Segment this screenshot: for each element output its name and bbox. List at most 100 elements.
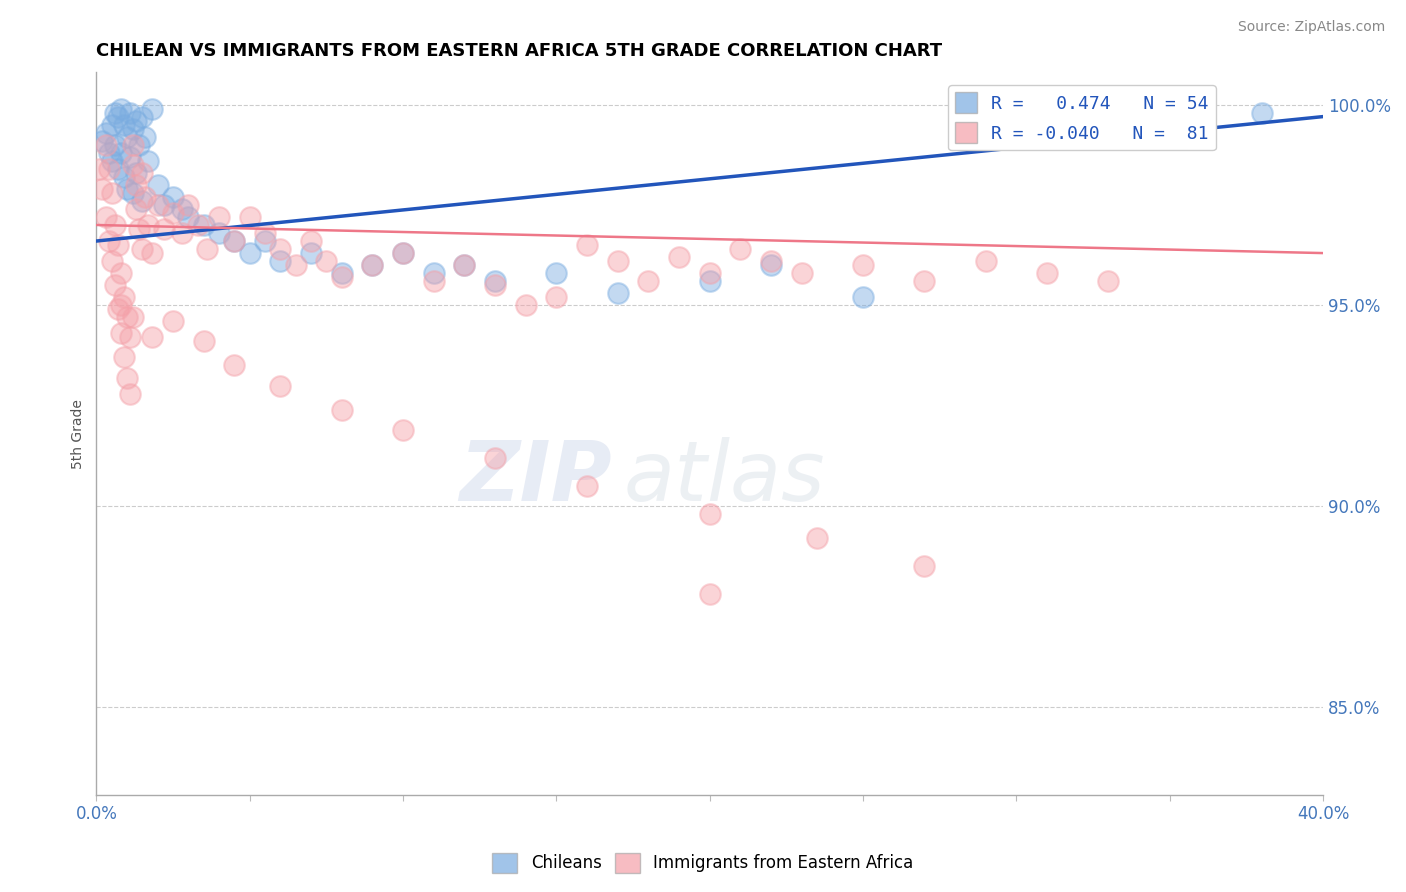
Point [269, 378, 291, 392]
Point [112, 290, 135, 304]
Point [107, 110, 129, 124]
Point [239, 210, 262, 224]
Point [89, 161, 111, 176]
Point [224, 234, 246, 248]
Point [269, 254, 291, 268]
Point [699, 266, 721, 280]
Point [97, 145, 120, 160]
Point [120, 330, 142, 344]
Point [224, 359, 246, 373]
Point [224, 234, 246, 248]
Point [330, 266, 353, 280]
Point [284, 258, 307, 272]
Point [576, 479, 599, 493]
Point [759, 258, 782, 272]
Point [1097, 102, 1119, 116]
Point [330, 402, 353, 417]
Text: ZIP: ZIP [458, 436, 612, 517]
Point [115, 310, 138, 325]
Point [138, 218, 160, 232]
Point [104, 137, 127, 152]
Point [146, 178, 169, 192]
Point [107, 161, 129, 176]
Point [162, 314, 184, 328]
Point [125, 202, 148, 216]
Point [453, 258, 475, 272]
Point [484, 274, 506, 288]
Point [546, 266, 568, 280]
Point [104, 105, 127, 120]
Point [759, 254, 782, 268]
Point [115, 129, 138, 144]
Point [107, 238, 129, 252]
Point [392, 246, 415, 260]
Y-axis label: 5th Grade: 5th Grade [72, 399, 86, 468]
Point [128, 222, 150, 236]
Text: Source: ZipAtlas.com: Source: ZipAtlas.com [1237, 20, 1385, 34]
Point [153, 198, 176, 212]
Point [141, 246, 163, 260]
Point [239, 246, 262, 260]
Point [193, 334, 215, 349]
Point [546, 290, 568, 304]
Point [122, 158, 145, 172]
Point [699, 587, 721, 601]
Point [122, 121, 145, 136]
Point [912, 274, 935, 288]
Point [974, 254, 997, 268]
Point [299, 234, 322, 248]
Point [120, 386, 142, 401]
Point [104, 218, 127, 232]
Point [392, 246, 415, 260]
Point [94, 126, 117, 140]
Point [122, 186, 145, 200]
Point [125, 113, 148, 128]
Point [361, 258, 384, 272]
Point [115, 370, 138, 384]
Point [254, 226, 277, 240]
Point [134, 190, 156, 204]
Point [100, 153, 122, 168]
Point [195, 242, 218, 256]
Point [299, 246, 322, 260]
Point [112, 118, 135, 132]
Point [110, 326, 132, 341]
Point [606, 286, 628, 301]
Point [576, 238, 599, 252]
Point [453, 258, 475, 272]
Point [141, 330, 163, 344]
Point [484, 278, 506, 293]
Point [110, 102, 132, 116]
Point [315, 254, 337, 268]
Point [1174, 110, 1197, 124]
Point [806, 531, 828, 545]
Point [112, 351, 135, 365]
Point [146, 198, 169, 212]
Point [110, 298, 132, 312]
Point [392, 423, 415, 437]
Point [100, 254, 122, 268]
Legend: R =   0.474   N = 54, R = -0.040   N =  81: R = 0.474 N = 54, R = -0.040 N = 81 [948, 85, 1216, 150]
Point [177, 210, 200, 224]
Point [91, 182, 114, 196]
Point [361, 258, 384, 272]
Point [125, 166, 148, 180]
Point [131, 242, 153, 256]
Point [422, 266, 444, 280]
Point [107, 302, 129, 317]
Text: atlas: atlas [624, 436, 825, 517]
Point [134, 129, 156, 144]
Point [422, 274, 444, 288]
Point [100, 186, 122, 200]
Point [1036, 105, 1059, 120]
Point [172, 226, 194, 240]
Point [187, 218, 209, 232]
Point [730, 242, 752, 256]
Point [110, 145, 132, 160]
Text: CHILEAN VS IMMIGRANTS FROM EASTERN AFRICA 5TH GRADE CORRELATION CHART: CHILEAN VS IMMIGRANTS FROM EASTERN AFRIC… [97, 42, 942, 60]
Point [110, 266, 132, 280]
Point [177, 198, 200, 212]
Point [162, 190, 184, 204]
Point [254, 234, 277, 248]
Point [91, 134, 114, 148]
